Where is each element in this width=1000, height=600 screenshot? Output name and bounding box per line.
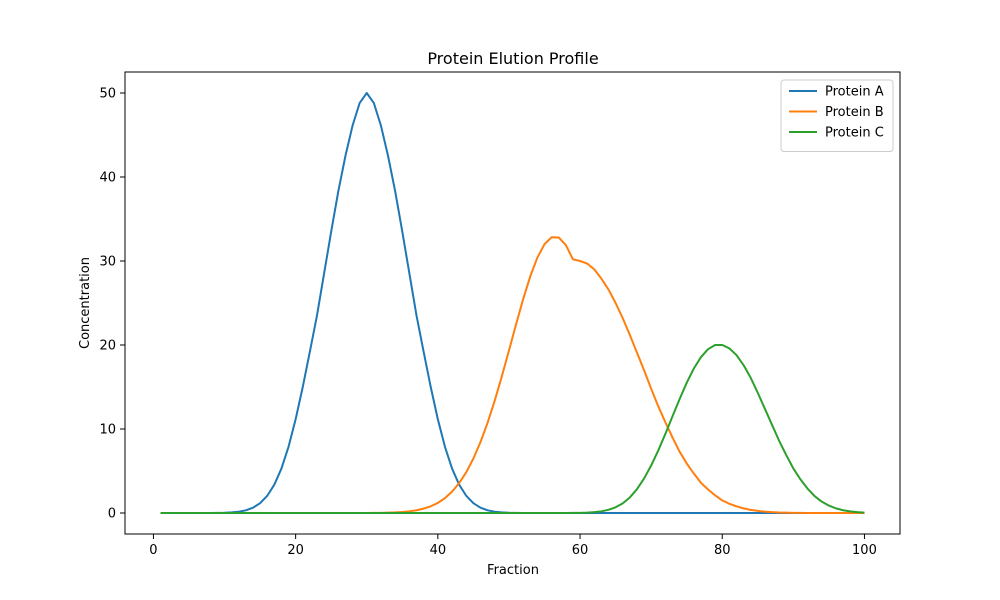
axes: 0 20 40 60 80 100 0 10 20 30 40 50 bbox=[99, 71, 901, 558]
y-tick-label: 40 bbox=[99, 171, 116, 186]
x-axis-label: Fraction bbox=[487, 563, 539, 578]
x-tick-label: 0 bbox=[149, 543, 157, 558]
x-tick-label: 40 bbox=[430, 543, 447, 558]
x-tick-label: 20 bbox=[287, 543, 304, 558]
series-line-2 bbox=[160, 236, 865, 514]
legend-label-1: Protein A bbox=[825, 85, 884, 100]
x-tick-label: 100 bbox=[852, 543, 877, 558]
series-line-1 bbox=[160, 92, 865, 514]
series-line-3 bbox=[160, 344, 865, 514]
legend: Protein A Protein B Protein C bbox=[780, 79, 894, 152]
plot-frame bbox=[124, 71, 901, 535]
x-tick-label: 60 bbox=[572, 543, 589, 558]
legend-label-2: Protein B bbox=[825, 105, 884, 120]
x-tick-label: 80 bbox=[714, 543, 731, 558]
y-tick-label: 50 bbox=[99, 87, 116, 102]
legend-label-3: Protein C bbox=[825, 126, 884, 141]
legend-box bbox=[780, 79, 894, 152]
plot-area bbox=[160, 92, 865, 514]
y-tick-label: 20 bbox=[99, 339, 116, 354]
y-tick-label: 30 bbox=[99, 255, 116, 270]
y-axis-label: Concentration bbox=[78, 257, 93, 349]
y-tick-label: 0 bbox=[108, 507, 116, 522]
y-tick-label: 10 bbox=[99, 423, 116, 438]
chart-title: Protein Elution Profile bbox=[427, 49, 598, 68]
